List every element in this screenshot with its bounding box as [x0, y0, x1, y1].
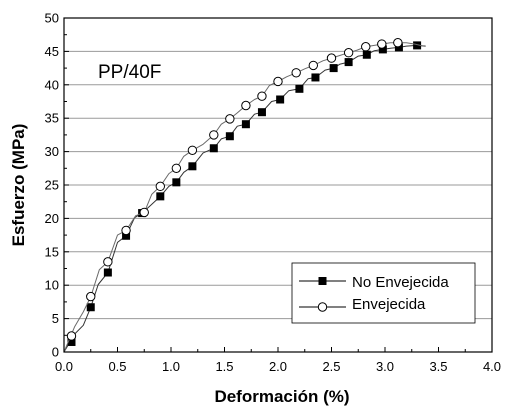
series-no-envejecida: [63, 41, 426, 353]
data-point: [103, 257, 113, 267]
data-point: [86, 291, 96, 302]
x-tick-label: 4.0: [483, 359, 501, 374]
legend-item-no-envejecida: No Envejecida: [299, 274, 449, 291]
legend-box: [291, 262, 476, 324]
data-point: [291, 68, 301, 78]
legend: No Envejecida Envejecida: [291, 262, 476, 324]
x-tick-label: 1.5: [215, 359, 233, 374]
data-point: [257, 91, 267, 101]
data-point: [295, 84, 304, 93]
x-tick-label: 2.5: [322, 359, 340, 374]
data-point: [172, 178, 181, 187]
legend-marker-envejecida: [317, 302, 328, 312]
data-point: [378, 45, 387, 54]
chart-annotation: PP/40F: [98, 62, 161, 83]
x-axis-title: Deformación (%): [214, 387, 349, 406]
y-tick-label: 30: [45, 144, 59, 159]
data-point: [187, 145, 198, 155]
data-point: [393, 38, 403, 48]
gridlines: [64, 50, 492, 320]
data-point: [377, 39, 387, 49]
y-tick-label: 45: [45, 44, 59, 59]
data-point: [156, 192, 165, 201]
data-point: [361, 42, 371, 52]
data-point: [86, 303, 95, 312]
legend-label-envejecida: Envejecida: [352, 296, 426, 313]
data-point: [257, 108, 266, 117]
data-point: [273, 76, 283, 87]
axis-ticks: 0 5 10 15 20 25 30 35 40 45 50 0.0 0.5 1.0 1.5 2.0 2.5 3.…: [45, 11, 502, 375]
data-point: [225, 114, 235, 124]
data-point: [209, 144, 218, 153]
x-tick-label: 2.0: [269, 359, 287, 374]
y-tick-label: 40: [45, 77, 59, 92]
data-point: [329, 64, 338, 73]
data-point: [344, 58, 353, 67]
data-point: [225, 132, 234, 141]
x-tick-label: 1.0: [162, 359, 180, 374]
series-envejecida: [63, 38, 424, 353]
series-layer: [63, 38, 426, 353]
y-tick-label: 5: [52, 311, 59, 326]
data-point: [155, 181, 166, 192]
data-point: [241, 100, 251, 111]
data-point: [171, 163, 182, 174]
legend-item-envejecida: Envejecida: [299, 296, 426, 313]
data-point: [209, 130, 219, 140]
x-tick-label: 0.0: [55, 359, 73, 374]
data-point: [122, 231, 131, 240]
data-point: [413, 41, 422, 50]
data-point: [326, 53, 337, 63]
data-point: [276, 95, 285, 104]
data-point: [394, 43, 403, 52]
y-tick-label: 0: [52, 345, 59, 360]
x-tick-label: 0.5: [108, 359, 126, 374]
y-tick-label: 10: [45, 278, 59, 293]
data-point: [121, 225, 131, 236]
data-point: [308, 60, 319, 71]
y-tick-label: 25: [45, 178, 59, 193]
y-tick-label: 15: [45, 244, 59, 259]
legend-label-no-envejecida: No Envejecida: [352, 274, 449, 291]
legend-marker-no-envejecida: [318, 277, 327, 285]
y-tick-label: 20: [45, 211, 59, 226]
x-tick-label: 3.5: [429, 359, 447, 374]
data-point: [362, 50, 371, 59]
data-point: [188, 162, 197, 171]
data-point: [241, 120, 250, 129]
data-point: [343, 48, 354, 58]
data-point: [66, 331, 77, 341]
data-point: [139, 207, 149, 218]
data-point: [311, 73, 320, 82]
y-axis-title: Esfuerzo (MPa): [9, 124, 28, 247]
y-tick-label: 35: [45, 111, 59, 126]
y-tick-label: 50: [45, 11, 59, 26]
data-point: [67, 337, 76, 346]
data-point: [103, 268, 112, 277]
x-tick-label: 3.0: [376, 359, 394, 374]
